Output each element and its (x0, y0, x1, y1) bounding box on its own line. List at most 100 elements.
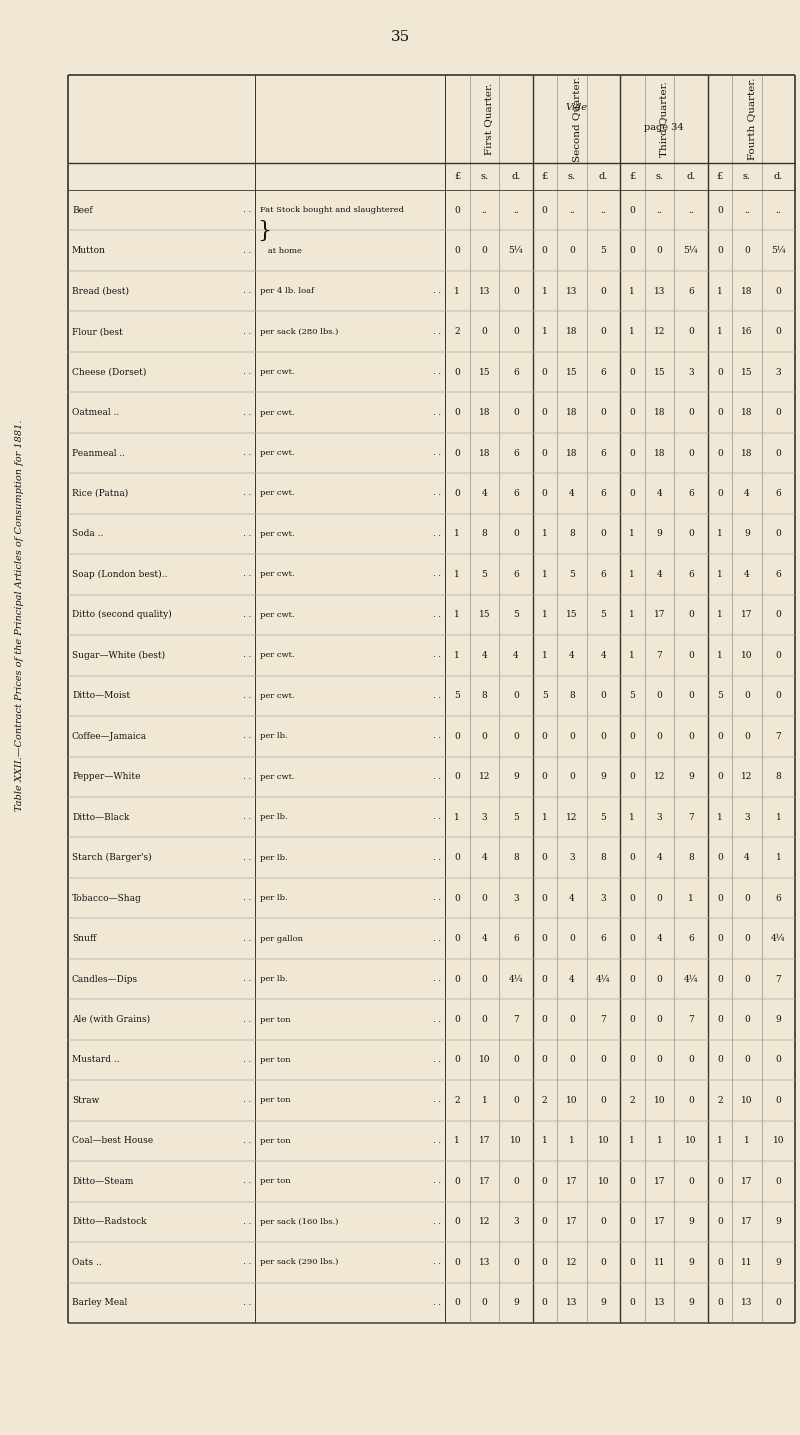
Text: Soap (London best)..: Soap (London best).. (72, 570, 167, 578)
Text: 0: 0 (601, 327, 606, 336)
Text: 1: 1 (717, 287, 722, 296)
Text: 0: 0 (744, 247, 750, 255)
Text: 0: 0 (630, 1258, 635, 1267)
Text: 18: 18 (654, 408, 665, 418)
Text: 4¼: 4¼ (771, 934, 786, 943)
Text: per sack (290 lbs.): per sack (290 lbs.) (260, 1258, 338, 1266)
Text: 4: 4 (569, 489, 574, 498)
Text: 0: 0 (630, 854, 635, 862)
Text: 9: 9 (688, 1299, 694, 1307)
Text: 0: 0 (454, 732, 460, 740)
Text: s.: s. (743, 172, 751, 181)
Text: 18: 18 (741, 449, 753, 458)
Text: Third Quarter.: Third Quarter. (659, 82, 668, 156)
Text: 6: 6 (601, 489, 606, 498)
Text: Table XXII.—Contract Prices of the Principal Articles of Consumption for 1881.: Table XXII.—Contract Prices of the Princ… (15, 419, 25, 811)
Text: 9: 9 (513, 1299, 518, 1307)
Text: 7: 7 (688, 812, 694, 822)
Text: 2: 2 (630, 1096, 635, 1105)
Text: 18: 18 (478, 449, 490, 458)
Text: . .: . . (433, 651, 441, 659)
Text: 0: 0 (630, 1177, 635, 1185)
Text: 0: 0 (717, 367, 722, 376)
Text: 13: 13 (478, 1258, 490, 1267)
Text: . .: . . (433, 409, 441, 416)
Text: 0: 0 (542, 854, 548, 862)
Text: 0: 0 (717, 732, 722, 740)
Text: 0: 0 (513, 692, 518, 700)
Text: 0: 0 (630, 408, 635, 418)
Text: 0: 0 (717, 772, 722, 781)
Text: 0: 0 (569, 1015, 574, 1025)
Text: 1: 1 (542, 610, 548, 620)
Text: 0: 0 (775, 1096, 782, 1105)
Text: 7: 7 (657, 651, 662, 660)
Text: 18: 18 (741, 408, 753, 418)
Text: per ton: per ton (260, 1016, 290, 1023)
Text: Ditto—Black: Ditto—Black (72, 812, 130, 822)
Text: 1: 1 (454, 1137, 460, 1145)
Text: 0: 0 (744, 974, 750, 983)
Text: per cwt.: per cwt. (260, 409, 294, 416)
Text: ..: .. (482, 205, 487, 215)
Text: 0: 0 (657, 732, 662, 740)
Text: 0: 0 (717, 1299, 722, 1307)
Text: . .: . . (238, 651, 251, 659)
Text: per ton: per ton (260, 1096, 290, 1105)
Text: 0: 0 (454, 974, 460, 983)
Text: per ton: per ton (260, 1137, 290, 1145)
Text: 1: 1 (630, 570, 635, 578)
Text: 5: 5 (601, 610, 606, 620)
Text: 0: 0 (688, 1096, 694, 1105)
Text: 0: 0 (688, 449, 694, 458)
Text: 0: 0 (542, 1056, 548, 1065)
Text: 9: 9 (744, 530, 750, 538)
Text: ..: .. (688, 205, 694, 215)
Text: 0: 0 (542, 367, 548, 376)
Text: 0: 0 (454, 247, 460, 255)
Text: per ton: per ton (260, 1177, 290, 1185)
Text: 0: 0 (688, 327, 694, 336)
Text: . .: . . (238, 814, 251, 821)
Text: 1: 1 (542, 1137, 548, 1145)
Text: . .: . . (238, 894, 251, 903)
Text: 0: 0 (657, 1056, 662, 1065)
Text: 0: 0 (482, 732, 487, 740)
Text: . .: . . (433, 1096, 441, 1105)
Text: 0: 0 (717, 854, 722, 862)
Text: per cwt.: per cwt. (260, 692, 294, 700)
Text: 0: 0 (630, 449, 635, 458)
Text: 0: 0 (482, 974, 487, 983)
Text: 12: 12 (566, 812, 578, 822)
Text: 5: 5 (513, 812, 519, 822)
Text: 5: 5 (601, 247, 606, 255)
Text: 8: 8 (482, 692, 487, 700)
Text: 0: 0 (688, 651, 694, 660)
Text: 6: 6 (513, 570, 518, 578)
Text: 17: 17 (478, 1177, 490, 1185)
Text: 4¼: 4¼ (596, 974, 610, 983)
Text: 5: 5 (630, 692, 635, 700)
Text: 0: 0 (775, 408, 782, 418)
Text: 10: 10 (598, 1137, 609, 1145)
Text: Coffee—Jamaica: Coffee—Jamaica (72, 732, 147, 740)
Text: 7: 7 (688, 1015, 694, 1025)
Text: Fourth Quarter.: Fourth Quarter. (746, 77, 756, 161)
Text: . .: . . (238, 1258, 251, 1266)
Text: 1: 1 (454, 610, 460, 620)
Text: 1: 1 (775, 812, 782, 822)
Text: 10: 10 (741, 1096, 753, 1105)
Text: 0: 0 (775, 287, 782, 296)
Text: . .: . . (238, 1137, 251, 1145)
Text: 12: 12 (566, 1258, 578, 1267)
Text: 0: 0 (542, 1015, 548, 1025)
Text: 9: 9 (601, 772, 606, 781)
Text: 5: 5 (482, 570, 487, 578)
Text: 4: 4 (482, 934, 487, 943)
Text: First Quarter.: First Quarter. (484, 83, 494, 155)
Text: 0: 0 (630, 1299, 635, 1307)
Text: Ditto—Moist: Ditto—Moist (72, 692, 130, 700)
Text: 0: 0 (688, 692, 694, 700)
Text: 0: 0 (454, 854, 460, 862)
Text: 1: 1 (542, 812, 548, 822)
